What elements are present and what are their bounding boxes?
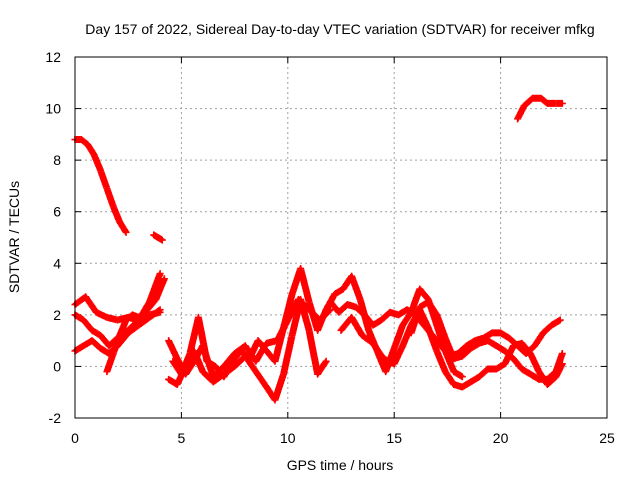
- x-tick-label: 0: [71, 430, 79, 446]
- series-arc-d: [103, 275, 168, 376]
- y-tick-label: -2: [49, 410, 62, 426]
- x-tick-label: 10: [280, 430, 296, 446]
- y-tick-label: 2: [53, 307, 61, 323]
- y-tick-label: 8: [53, 152, 61, 168]
- y-tick-label: 6: [53, 204, 61, 220]
- series-arc-high-decline: [71, 136, 130, 236]
- x-tick-label: 15: [386, 430, 402, 446]
- series-trace: [151, 232, 165, 243]
- y-tick-label: 0: [53, 358, 61, 374]
- series-trace: [104, 276, 168, 374]
- y-tick-label: 4: [53, 255, 61, 271]
- x-tick-label: 25: [599, 430, 615, 446]
- series-arc-short-4h: [150, 231, 166, 244]
- x-tick-labels: 0 5 10 15 20 25: [71, 430, 615, 446]
- x-axis-label: GPS time / hours: [287, 457, 394, 473]
- plot-frame: [74, 56, 608, 419]
- series-trace: [514, 94, 565, 121]
- grid-layer: [75, 57, 607, 418]
- x-tick-label: 20: [493, 430, 509, 446]
- series-arc-late-high: [514, 94, 566, 123]
- series-arc-j: [407, 298, 566, 383]
- y-tick-label: 12: [45, 49, 61, 65]
- series-arc-g: [169, 264, 466, 381]
- series-trace: [408, 299, 566, 383]
- y-tick-label: 10: [45, 101, 61, 117]
- x-tick-label: 5: [178, 430, 186, 446]
- series-trace: [73, 136, 129, 235]
- y-tick-labels: -2 0 2 4 6 8 10 12: [45, 49, 61, 426]
- y-axis-label: SDTVAR / TECUs: [6, 181, 22, 293]
- data-points: [71, 94, 566, 404]
- chart-title: Day 157 of 2022, Sidereal Day-to-day VTE…: [85, 21, 594, 37]
